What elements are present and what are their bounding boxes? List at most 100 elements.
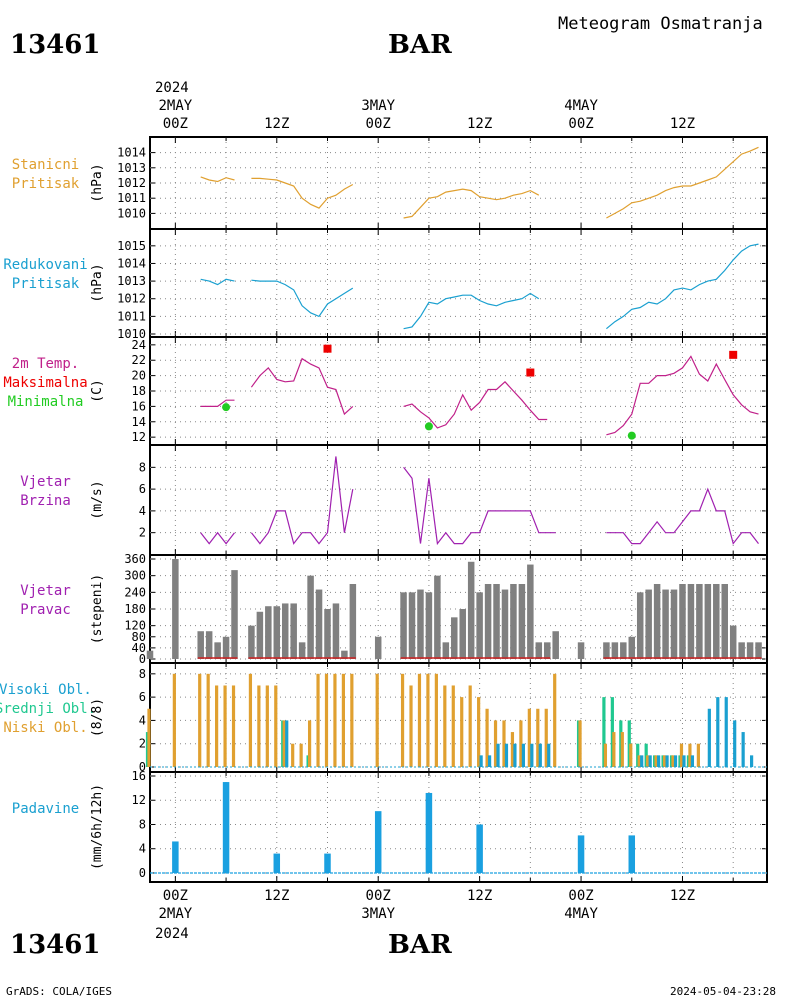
y-tick-label: 16 [132, 399, 146, 413]
series-line-p4 [200, 531, 235, 545]
wind-dir-bar [501, 589, 509, 659]
wind-dir-bar [636, 592, 644, 659]
wind-dir-bar [332, 603, 340, 659]
wind-dir-bar [231, 570, 238, 659]
series-line-p2 [200, 278, 235, 286]
y-tick-label: 22 [132, 353, 146, 367]
cloud-low-bar [527, 708, 531, 767]
y-axis-label-p6: (8/8) [90, 698, 105, 737]
cloud-low-bar [299, 743, 303, 767]
cloud-low-bar [485, 708, 489, 767]
station-id-top: 13461 [10, 30, 101, 60]
wind-dir-bar [603, 642, 610, 659]
y-tick-label: 80 [132, 630, 146, 644]
wind-dir-bar [434, 575, 441, 659]
series-line-p2 [251, 279, 354, 318]
y-tick-label: 6 [139, 690, 146, 704]
y-tick-label: 1013 [117, 161, 146, 175]
y-tick-label: 1011 [117, 191, 146, 205]
wind-dir-bar [755, 642, 762, 659]
wind-dir-bar [527, 564, 534, 659]
cloud-high-bar [285, 720, 289, 767]
temp-max-marker [729, 350, 738, 359]
wind-dir-bar [281, 603, 289, 659]
temp-max-marker [323, 344, 332, 353]
panel-label-p5: Vjetar Pravac [0, 582, 103, 620]
panel-label-line: Pritisak [11, 176, 80, 192]
y-axis-label-p7: (mm/6h/12h) [90, 784, 105, 870]
temp-min-marker [424, 422, 433, 431]
hour-label-bottom: 00Z [366, 888, 391, 904]
wind-dir-bar [324, 609, 331, 659]
temp-min-marker [627, 431, 636, 440]
wind-dir-bar [256, 611, 264, 659]
wind-dir-bar [493, 584, 500, 659]
hour-label-bottom: 12Z [467, 888, 492, 904]
wind-dir-bar [628, 636, 636, 659]
cloud-low-bar [257, 685, 261, 767]
hour-label-top: 12Z [467, 116, 492, 132]
cloud-high-bar [724, 697, 728, 767]
cloud-low-bar [282, 720, 286, 767]
panel-label-line: Redukovani [3, 257, 88, 273]
wind-dir-bar [662, 589, 669, 659]
cloud-high-bar [733, 720, 737, 767]
panel-label-line: Vjetar [20, 583, 71, 599]
cloud-high-bar [496, 743, 500, 767]
precip-bar [273, 853, 281, 873]
hour-label-bottom: 12Z [670, 888, 695, 904]
cloud-low-bar [350, 673, 354, 767]
wind-dir-bar [290, 603, 297, 659]
cloud-low-bar [248, 673, 253, 767]
wind-dir-bar [341, 650, 348, 659]
panel-label-line: Maksimalna [3, 374, 88, 391]
series-line-p4 [250, 456, 354, 545]
precip-bar [425, 792, 433, 873]
series-line-p1 [251, 177, 354, 209]
cloud-low-bar [688, 743, 692, 767]
series-line-p2 [403, 292, 540, 330]
wind-dir-bar [552, 631, 559, 659]
wind-dir-bar [577, 642, 585, 659]
cloud-high-bar [665, 755, 669, 767]
precip-bar [577, 835, 585, 873]
wind-dir-bar [146, 650, 154, 659]
day-label-top: 3MAY [361, 98, 395, 114]
precip-bar [476, 824, 483, 873]
cloud-high-bar [504, 743, 509, 767]
y-tick-label: 14 [132, 415, 146, 429]
wind-dir-bar [721, 584, 728, 659]
cloud-low-bar [553, 673, 557, 767]
cloud-low-bar [510, 732, 515, 767]
cloud-low-bar [265, 685, 269, 767]
y-tick-label: 8 [139, 460, 146, 474]
cloud-low-bar [578, 720, 582, 767]
cloud-low-bar [637, 755, 641, 767]
cloud-high-bar [648, 755, 652, 767]
precip-bar [172, 841, 179, 873]
cloud-low-bar [231, 685, 236, 767]
cloud-high-bar [487, 755, 492, 767]
y-tick-label: 1014 [117, 256, 146, 270]
wind-dir-bar [746, 642, 754, 659]
series-line-p4 [403, 466, 556, 546]
cloud-low-bar [316, 673, 320, 767]
y-tick-label: 4 [139, 713, 146, 727]
cloud-low-bar [662, 755, 667, 767]
wind-dir-bar [400, 592, 407, 659]
y-tick-label: 18 [132, 384, 146, 398]
series-line-p3 [403, 380, 548, 429]
cloud-low-bar [333, 673, 337, 767]
panel-label-p2: Redukovani Pritisak [0, 256, 103, 294]
wind-dir-bar [205, 631, 213, 659]
series-line-p1 [200, 176, 235, 183]
cloud-high-bar [530, 743, 534, 767]
cloud-high-bar [673, 755, 678, 767]
cloud-low-bar [679, 743, 684, 767]
cloud-low-bar [620, 732, 624, 767]
cloud-high-bar [749, 755, 754, 767]
cloud-low-bar [215, 685, 219, 767]
hour-label-top: 00Z [568, 116, 593, 132]
y-tick-label: 8 [139, 817, 146, 831]
